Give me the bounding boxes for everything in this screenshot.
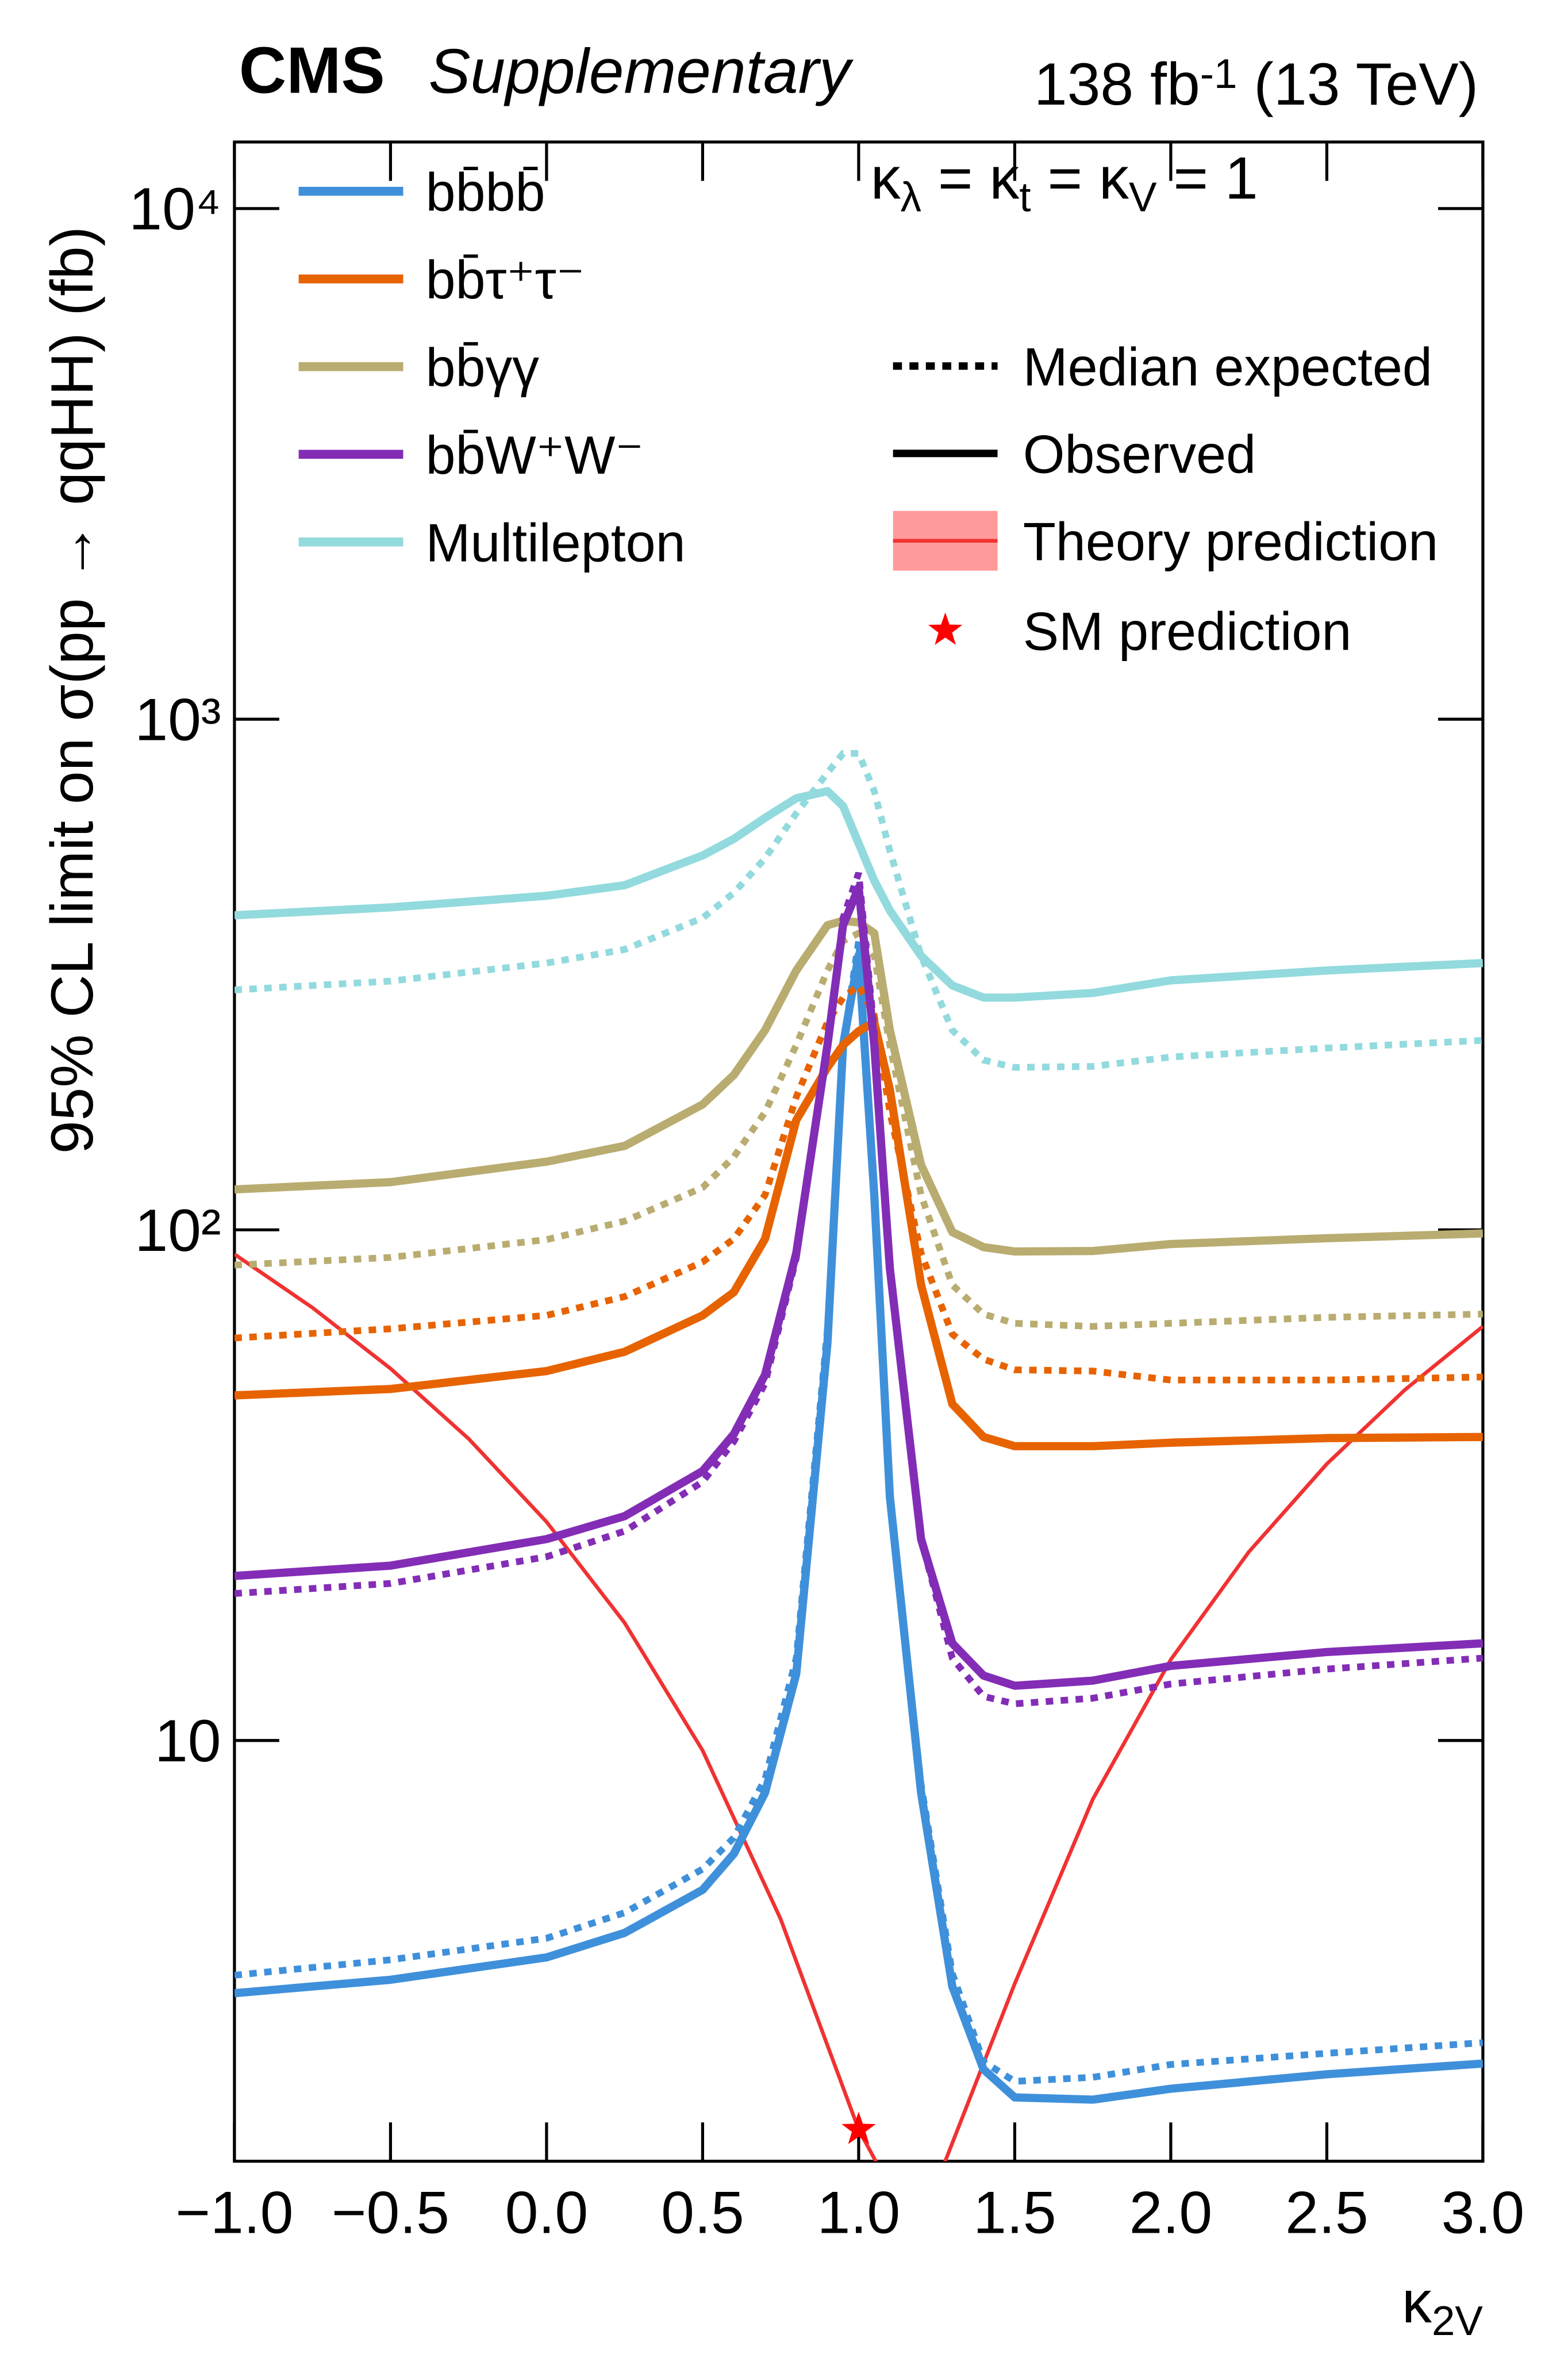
script-text: λ (901, 174, 921, 221)
script-text: -1 (1200, 51, 1238, 97)
x-tick-label: 2.5 (1285, 2179, 1368, 2246)
legend-label: Multilepton (425, 513, 685, 573)
plot-area (234, 750, 1483, 2161)
lumi-label: 138 fb-1 (13 TeV) (1034, 51, 1478, 118)
expected-line (234, 871, 1483, 1707)
y-tick-label: 10² (134, 1197, 221, 1264)
legend-label: bb̄W⁺W⁻ (425, 425, 643, 485)
legend-label: SM prediction (1023, 601, 1352, 661)
annotation: κλ = κt = κV = 1 (871, 145, 1258, 221)
expected-line (234, 940, 1483, 2085)
x-tick-label: 1.5 (973, 2179, 1056, 2246)
y-tick-label: 10 (155, 1708, 221, 1775)
legend-label: bb̄γγ (425, 337, 539, 398)
y-tick-label: 10⁴ (129, 176, 221, 243)
x-tick-label: −1.0 (175, 2179, 293, 2246)
text-part: 138 fb (1034, 51, 1200, 118)
x-axis-label: κ2V (1402, 2269, 1483, 2344)
observed-line (234, 951, 1483, 2104)
legend-label: bb̄bb̄ (425, 162, 545, 222)
legend-label: Median expected (1023, 337, 1432, 397)
text-part: (13 TeV) (1237, 51, 1478, 118)
x-tick-label: 2.0 (1129, 2179, 1212, 2246)
x-tick-label: −0.5 (332, 2179, 449, 2246)
observed-line (234, 1018, 1483, 1450)
y-tick-label: 10³ (134, 686, 221, 753)
observed-line (234, 883, 1483, 1690)
observed-line (234, 787, 1483, 1002)
expected-line (234, 980, 1483, 1384)
text-part: κ (871, 145, 901, 212)
text-part: = 1 (1157, 145, 1258, 212)
x-tick-label: 1.0 (817, 2179, 900, 2246)
expected-line (234, 928, 1483, 1330)
y-axis-label: 95% CL limit on σ(pp → qqHH) (fb) (39, 226, 106, 1154)
text-part: = κ (921, 145, 1020, 212)
x-tick-label: 0.0 (505, 2179, 588, 2246)
chart-subtitle: Supplementary (429, 36, 854, 106)
sm-point (841, 2111, 876, 2144)
expected-line (234, 750, 1483, 1071)
theory-line (234, 1253, 1483, 2161)
legend-label: Theory prediction (1023, 511, 1439, 571)
text-part: κ (1402, 2269, 1432, 2336)
script-text: t (1019, 174, 1031, 221)
plot-frame (233, 140, 1485, 2163)
legend-label: Observed (1023, 424, 1256, 484)
x-tick-label: 3.0 (1442, 2179, 1524, 2246)
chart-title: CMS (239, 34, 385, 107)
script-text: V (1129, 174, 1157, 221)
text-part: = κ (1031, 145, 1129, 212)
x-tick-label: 0.5 (661, 2179, 744, 2246)
legend-marker (928, 612, 963, 645)
script-text: 2V (1432, 2298, 1483, 2344)
legend-label: bb̄τ⁺τ⁻ (425, 249, 585, 310)
